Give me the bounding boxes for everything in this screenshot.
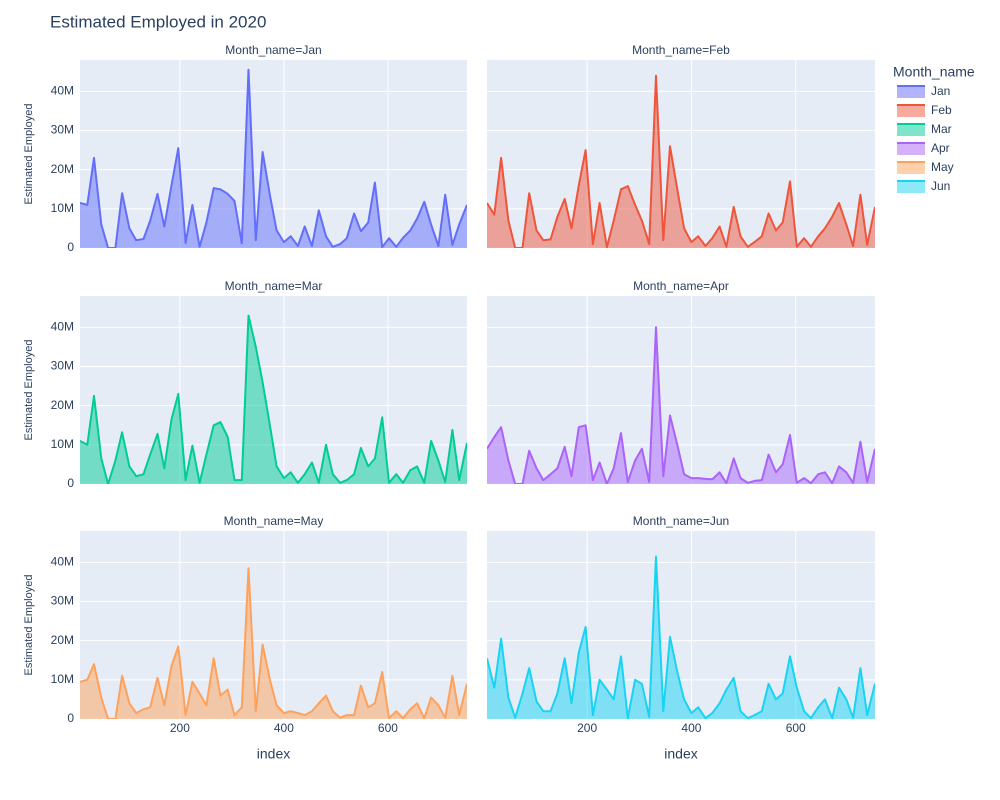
legend-label: May [931, 160, 954, 174]
legend-label: Jun [931, 179, 950, 193]
legend-label: Apr [931, 141, 950, 155]
facet-title: Month_name=Apr [633, 279, 729, 293]
facet-title: Month_name=Feb [632, 43, 730, 57]
legend-item: Feb [897, 103, 952, 117]
legend-item: Apr [897, 141, 950, 155]
area-fill [80, 69, 467, 248]
y-tick-label: 0 [67, 711, 74, 725]
facet-title: Month_name=Mar [225, 279, 323, 293]
area-fill [80, 315, 467, 484]
y-tick-label: 40M [51, 84, 74, 98]
y-tick-label: 40M [51, 320, 74, 334]
area-line [487, 555, 875, 719]
legend-label: Mar [931, 122, 952, 136]
area-line [487, 74, 875, 248]
x-axis-title: index [257, 746, 290, 762]
y-tick-label: 30M [51, 594, 74, 608]
legend-swatch [897, 86, 925, 98]
y-tick-label: 0 [67, 240, 74, 254]
legend-swatch [897, 124, 925, 136]
facet: Month_name=Jun 200 400 600 index [487, 514, 875, 762]
area-fill [487, 556, 875, 719]
y-tick-label: 30M [51, 123, 74, 137]
legend-label: Jan [931, 84, 950, 98]
y-axis-title: Estimated Employed [23, 340, 35, 441]
y-axis-title: Estimated Employed [23, 104, 35, 205]
x-tick-label: 400 [681, 721, 701, 735]
y-tick-label: 0 [67, 476, 74, 490]
area-line [80, 68, 467, 248]
y-tick-label: 20M [51, 162, 74, 176]
area-line [80, 567, 467, 719]
legend-item: Mar [897, 122, 952, 136]
area-fill [487, 75, 875, 248]
facet-title: Month_name=May [224, 514, 324, 528]
facet: Month_name=Jan 0 10M 20M 30M 40M Estimated Emp… [23, 43, 467, 254]
facet-title: Month_name=Jun [633, 514, 729, 528]
facet-title: Month_name=Jan [225, 43, 321, 57]
y-tick-label: 40M [51, 555, 74, 569]
chart-title: Estimated Employed in 2020 [50, 12, 266, 31]
plot-background [487, 296, 875, 484]
x-tick-label: 400 [274, 721, 294, 735]
legend-item: May [897, 160, 954, 174]
y-axis-title: Estimated Employed [23, 575, 35, 676]
y-tick-label: 30M [51, 359, 74, 373]
x-tick-label: 600 [378, 721, 398, 735]
facet: Month_name=Apr [487, 279, 875, 485]
y-tick-label: 10M [51, 672, 74, 686]
area-line [80, 314, 467, 484]
legend-swatch [897, 181, 925, 193]
x-tick-label: 600 [786, 721, 806, 735]
x-axis-title: index [664, 746, 697, 762]
legend-swatch [897, 143, 925, 155]
x-tick-label: 200 [577, 721, 597, 735]
y-tick-label: 20M [51, 398, 74, 412]
y-tick-label: 10M [51, 201, 74, 215]
area-line [487, 326, 875, 484]
legend-title: Month_name [893, 64, 975, 80]
facet: Month_name=May 0 10M 20M 30M 40M Estimated Emp… [23, 514, 467, 762]
area-fill [80, 568, 467, 719]
legend-item: Jan [897, 84, 950, 98]
area-fill [487, 327, 875, 484]
facet: Month_name=Feb [487, 43, 875, 249]
facet: Month_name=Mar 0 10M 20M 30M 40M Estimated Emp… [23, 279, 467, 490]
x-tick-label: 200 [170, 721, 190, 735]
legend-swatch [897, 105, 925, 117]
legend-swatch [897, 162, 925, 174]
y-tick-label: 20M [51, 633, 74, 647]
legend-item: Jun [897, 179, 950, 193]
y-tick-label: 10M [51, 437, 74, 451]
legend-label: Feb [931, 103, 952, 117]
